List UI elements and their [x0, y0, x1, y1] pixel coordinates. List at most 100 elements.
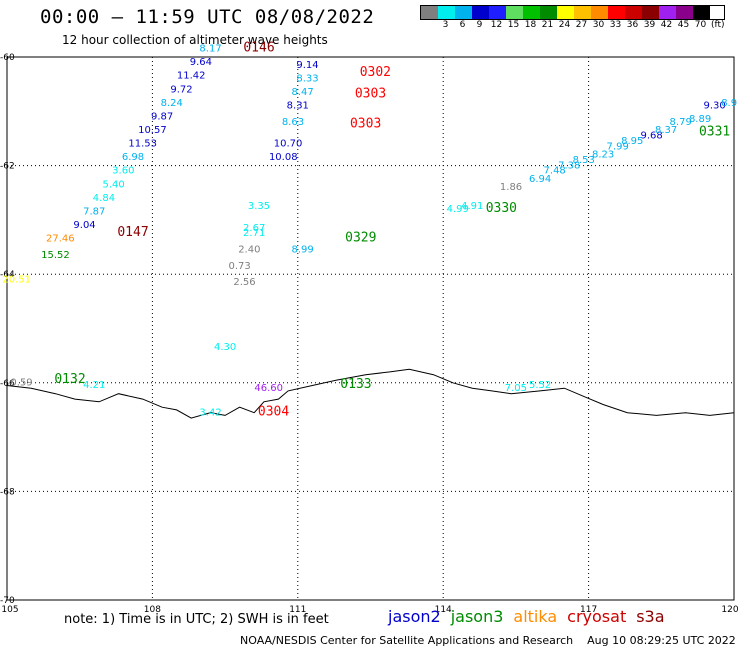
- legend-label: 45: [677, 20, 690, 30]
- legend-swatch: [608, 6, 625, 19]
- legend-label: 33: [609, 20, 622, 30]
- legend-swatch: [506, 6, 523, 19]
- wave-height-value: 9.64: [190, 57, 212, 68]
- credit-line: NOAA/NESDIS Center for Satellite Applica…: [240, 634, 736, 647]
- legend-swatch: [489, 6, 506, 19]
- x-tick-label: 114: [435, 605, 452, 615]
- wave-height-value: 7.38: [558, 160, 580, 171]
- wave-height-value: 8.31: [287, 101, 309, 112]
- chart-title: 00:00 – 11:59 UTC 08/08/2022: [40, 6, 375, 28]
- wave-height-value: 4.30: [214, 342, 236, 353]
- pass-label: 0304: [258, 404, 289, 419]
- pass-label: 0331: [699, 125, 730, 140]
- legend-swatch: [472, 6, 489, 19]
- wave-height-value: 8.17: [199, 44, 221, 55]
- legend-swatch: [540, 6, 557, 19]
- wave-height-value: 5.52: [529, 380, 551, 391]
- wave-height-value: 8.37: [655, 125, 677, 136]
- wave-height-value: 20.51: [2, 274, 31, 285]
- y-tick-label: -70: [0, 596, 15, 606]
- wave-height-value: 9.68: [640, 130, 662, 141]
- wave-height-value: 10.70: [274, 139, 303, 150]
- legend-label: 30: [592, 20, 605, 30]
- y-tick-label: -68: [0, 487, 15, 497]
- legend-swatch: [438, 6, 455, 19]
- wave-height-value: 9.72: [170, 84, 192, 95]
- legend-unit: (ft): [711, 20, 725, 30]
- wave-height-value: 8.53: [573, 155, 595, 166]
- wave-height-value: 10.08: [269, 152, 298, 163]
- x-tick-label: 120: [721, 605, 738, 615]
- wave-height-value: 8.33: [296, 73, 318, 84]
- wave-height-value: 4.21: [83, 380, 105, 391]
- legend-swatch: [591, 6, 608, 19]
- pass-label: 0303: [355, 87, 386, 102]
- wave-height-value: 7.99: [607, 141, 629, 152]
- wave-height-value: 4.91: [461, 201, 483, 212]
- wave-height-value: 8.89: [689, 114, 711, 125]
- legend-swatch: [659, 6, 676, 19]
- x-tick-label: 105: [1, 605, 18, 615]
- wave-height-value: 3.35: [248, 201, 270, 212]
- pass-label: 0303: [350, 117, 381, 132]
- legend-swatch: [574, 6, 591, 19]
- wave-height-value: 8.99: [292, 244, 314, 255]
- pass-label: 0302: [360, 65, 391, 80]
- legend-swatch: [676, 6, 693, 19]
- wave-height-value: 9.87: [151, 111, 173, 122]
- pass-label: 0330: [486, 201, 517, 216]
- wave-height-value: 7.48: [544, 166, 566, 177]
- pass-label: 0329: [345, 231, 376, 246]
- legend-label: 42: [660, 20, 673, 30]
- coastline: [6, 368, 735, 419]
- wave-height-value: 6.98: [122, 152, 144, 163]
- x-tick-label: 108: [144, 605, 161, 615]
- mission-jason3: jason3: [450, 607, 504, 626]
- legend-label: 39: [643, 20, 656, 30]
- legend-swatch: [421, 6, 438, 19]
- legend-label: 3: [442, 20, 449, 30]
- x-tick-label: 111: [289, 605, 306, 615]
- wave-height-value: 0.59: [10, 378, 32, 389]
- legend-label: 27: [575, 20, 588, 30]
- wave-height-value: 0.73: [229, 261, 251, 272]
- wave-height-value: 11.42: [177, 71, 206, 82]
- wave-height-value: 8.24: [161, 98, 183, 109]
- pass-label: 0146: [243, 41, 274, 56]
- plot-frame: [6, 56, 735, 601]
- wave-height-value: 2.56: [233, 277, 255, 288]
- legend-label: 70: [694, 20, 707, 30]
- mission-altika: altika: [513, 607, 558, 626]
- mission-jason2: jason2: [388, 607, 441, 626]
- wave-height-value: 8.47: [292, 87, 314, 98]
- mission-cryosat: cryosat: [567, 607, 627, 626]
- footer-note: note: 1) Time is in UTC; 2) SWH is in fe…: [64, 612, 329, 627]
- pass-label: 0147: [117, 225, 148, 240]
- legend-label: 21: [541, 20, 554, 30]
- credit-text: NOAA/NESDIS Center for Satellite Applica…: [240, 634, 574, 647]
- wave-height-value: 4.99: [447, 204, 469, 215]
- wave-height-value: 2.71: [243, 228, 265, 239]
- wave-height-value: 5.40: [102, 179, 124, 190]
- wave-height-value: 3.42: [199, 407, 221, 418]
- wave-height-value: 15.52: [41, 250, 70, 261]
- wave-height-value: 2.67: [243, 223, 265, 234]
- color-legend: 3 6 9 12 15 18 21 24 27 30 33 36 39 42 45 70 (ft): [420, 5, 725, 30]
- legend-label: 18: [524, 20, 537, 30]
- legend-label: 24: [558, 20, 571, 30]
- wave-height-value: 4.84: [93, 193, 115, 204]
- legend-label: 9: [476, 20, 483, 30]
- mission-legend: jason2 jason3 altika cryosat s3a: [388, 607, 675, 626]
- wave-height-value: 2.40: [238, 244, 260, 255]
- x-tick-label: 117: [580, 605, 597, 615]
- wave-height-value: 9.14: [296, 60, 318, 71]
- wave-height-value: 8.95: [621, 136, 643, 147]
- wave-height-value: 8.9: [721, 98, 737, 109]
- wave-height-value: 3.60: [112, 166, 134, 177]
- y-tick-label: -62: [0, 162, 15, 172]
- wave-height-value: 10.57: [138, 125, 167, 136]
- wave-height-value: 11.53: [128, 139, 157, 150]
- y-tick-label: -64: [0, 270, 15, 280]
- wave-height-value: 9.04: [73, 220, 95, 231]
